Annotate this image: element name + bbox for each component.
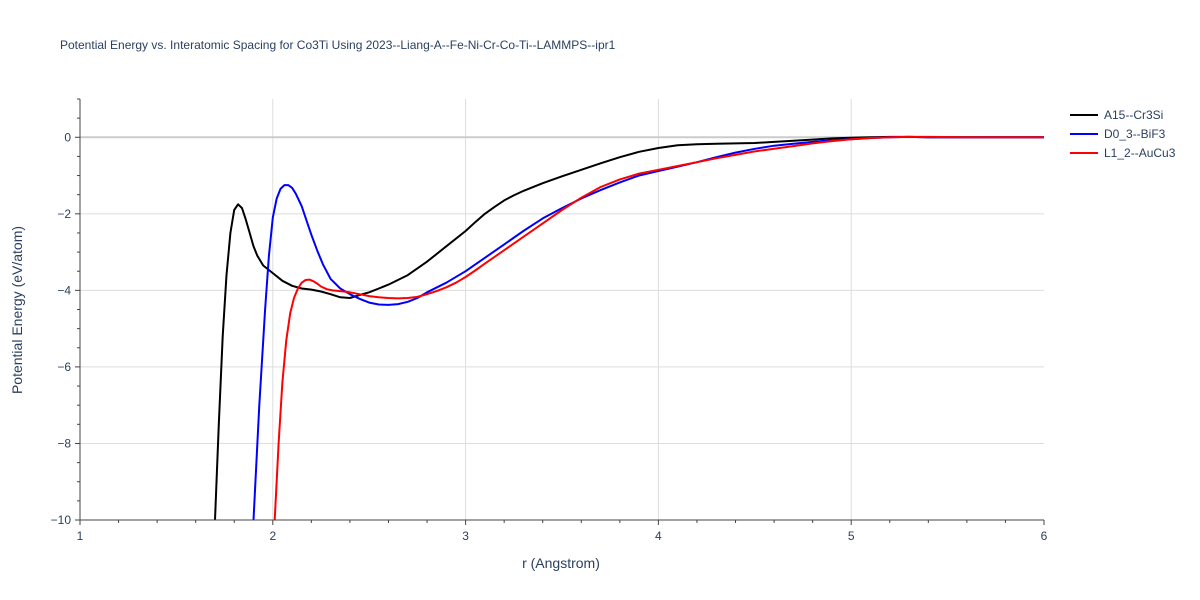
chart-title: Potential Energy vs. Interatomic Spacing…	[60, 38, 616, 52]
series-line-l1-2-aucu3	[273, 135, 1044, 520]
x-axis-title: r (Angstrom)	[522, 555, 600, 571]
x-tick-label: 2	[269, 529, 276, 543]
y-tick-label: −8	[57, 436, 71, 450]
x-tick-label: 3	[462, 529, 469, 543]
y-axis-title: Potential Energy (eV/atom)	[9, 226, 25, 394]
series-layer	[214, 135, 1044, 520]
x-tick-label: 6	[1041, 529, 1048, 543]
y-tick-label: −10	[51, 513, 72, 527]
y-tick-label: −2	[57, 207, 71, 221]
tick-labels: 1 2 3 4 5 6 −10 −8 −6 −4 −2 0	[51, 130, 1048, 543]
x-tick-label: 5	[848, 529, 855, 543]
x-tick-label: 1	[77, 529, 84, 543]
y-tick-label: 0	[64, 130, 71, 144]
legend-entry-label: D0_3--BiF3	[1104, 127, 1166, 141]
series-line-d0-3-bif3	[252, 135, 1044, 520]
axes	[75, 98, 1045, 525]
y-tick-label: −4	[57, 283, 71, 297]
legend-entry-label: L1_2--AuCu3	[1104, 146, 1176, 160]
legend-entry-label: A15--Cr3Si	[1104, 108, 1163, 122]
y-tick-label: −6	[57, 360, 71, 374]
grid-lines	[80, 99, 1044, 520]
x-tick-label: 4	[655, 529, 662, 543]
series-line-a15-cr3si	[214, 135, 1044, 520]
legend[interactable]: A15--Cr3Si D0_3--BiF3 L1_2--AuCu3	[1070, 108, 1176, 160]
